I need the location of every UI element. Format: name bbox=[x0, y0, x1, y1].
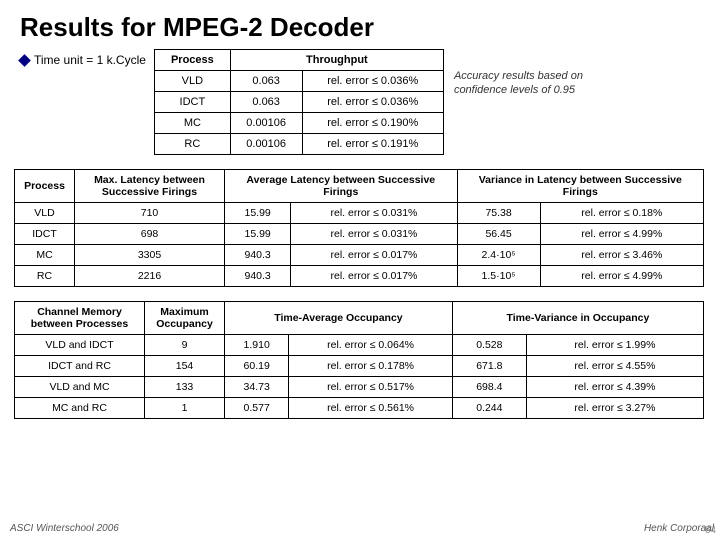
th-throughput: Throughput bbox=[230, 50, 443, 71]
table-row: VLD 0.063 rel. error ≤ 0.036% bbox=[154, 71, 443, 92]
page-number: 64 bbox=[705, 525, 716, 536]
table-row: IDCT 0.063 rel. error ≤ 0.036% bbox=[154, 92, 443, 113]
bullet-icon bbox=[18, 54, 31, 67]
time-unit-label: Time unit = 1 k.Cycle bbox=[20, 53, 146, 67]
time-unit-text: Time unit = 1 k.Cycle bbox=[34, 53, 146, 67]
page-title: Results for MPEG-2 Decoder bbox=[0, 0, 720, 49]
table-row: VLD and IDCT 9 1.910 rel. error ≤ 0.064%… bbox=[15, 335, 704, 356]
table-row: RC 0.00106 rel. error ≤ 0.191% bbox=[154, 134, 443, 155]
throughput-table: Process Throughput VLD 0.063 rel. error … bbox=[154, 49, 444, 155]
th-maxocc: Maximum Occupancy bbox=[145, 302, 225, 335]
channel-table: Channel Memory between Processes Maximum… bbox=[14, 301, 704, 419]
footer-right: Henk Corporaal bbox=[644, 523, 714, 534]
table-row: RC 2216 940.3 rel. error ≤ 0.017% 1.5·10… bbox=[15, 266, 704, 287]
th-max: Max. Latency between Successive Firings bbox=[75, 170, 225, 203]
table-row: MC and RC 1 0.577 rel. error ≤ 0.561% 0.… bbox=[15, 398, 704, 419]
table-row: MC 0.00106 rel. error ≤ 0.190% bbox=[154, 113, 443, 134]
table-row: IDCT 698 15.99 rel. error ≤ 0.031% 56.45… bbox=[15, 224, 704, 245]
table-row: VLD and MC 133 34.73 rel. error ≤ 0.517%… bbox=[15, 377, 704, 398]
th-tavg: Time-Average Occupancy bbox=[225, 302, 453, 335]
th-avg: Average Latency between Successive Firin… bbox=[225, 170, 458, 203]
th-tvar: Time-Variance in Occupancy bbox=[452, 302, 703, 335]
table-row: IDCT and RC 154 60.19 rel. error ≤ 0.178… bbox=[15, 356, 704, 377]
table-row: VLD 710 15.99 rel. error ≤ 0.031% 75.38 … bbox=[15, 203, 704, 224]
latency-table: Process Max. Latency between Successive … bbox=[14, 169, 704, 287]
th-chan: Channel Memory between Processes bbox=[15, 302, 145, 335]
th-process: Process bbox=[15, 170, 75, 203]
th-process: Process bbox=[154, 50, 230, 71]
accuracy-note: Accuracy results based on confidence lev… bbox=[454, 69, 583, 98]
th-var: Variance in Latency between Successive F… bbox=[457, 170, 703, 203]
footer: ASCI Winterschool 2006 Henk Corporaal bbox=[10, 523, 714, 534]
footer-left: ASCI Winterschool 2006 bbox=[10, 523, 119, 534]
table-row: MC 3305 940.3 rel. error ≤ 0.017% 2.4·10… bbox=[15, 245, 704, 266]
